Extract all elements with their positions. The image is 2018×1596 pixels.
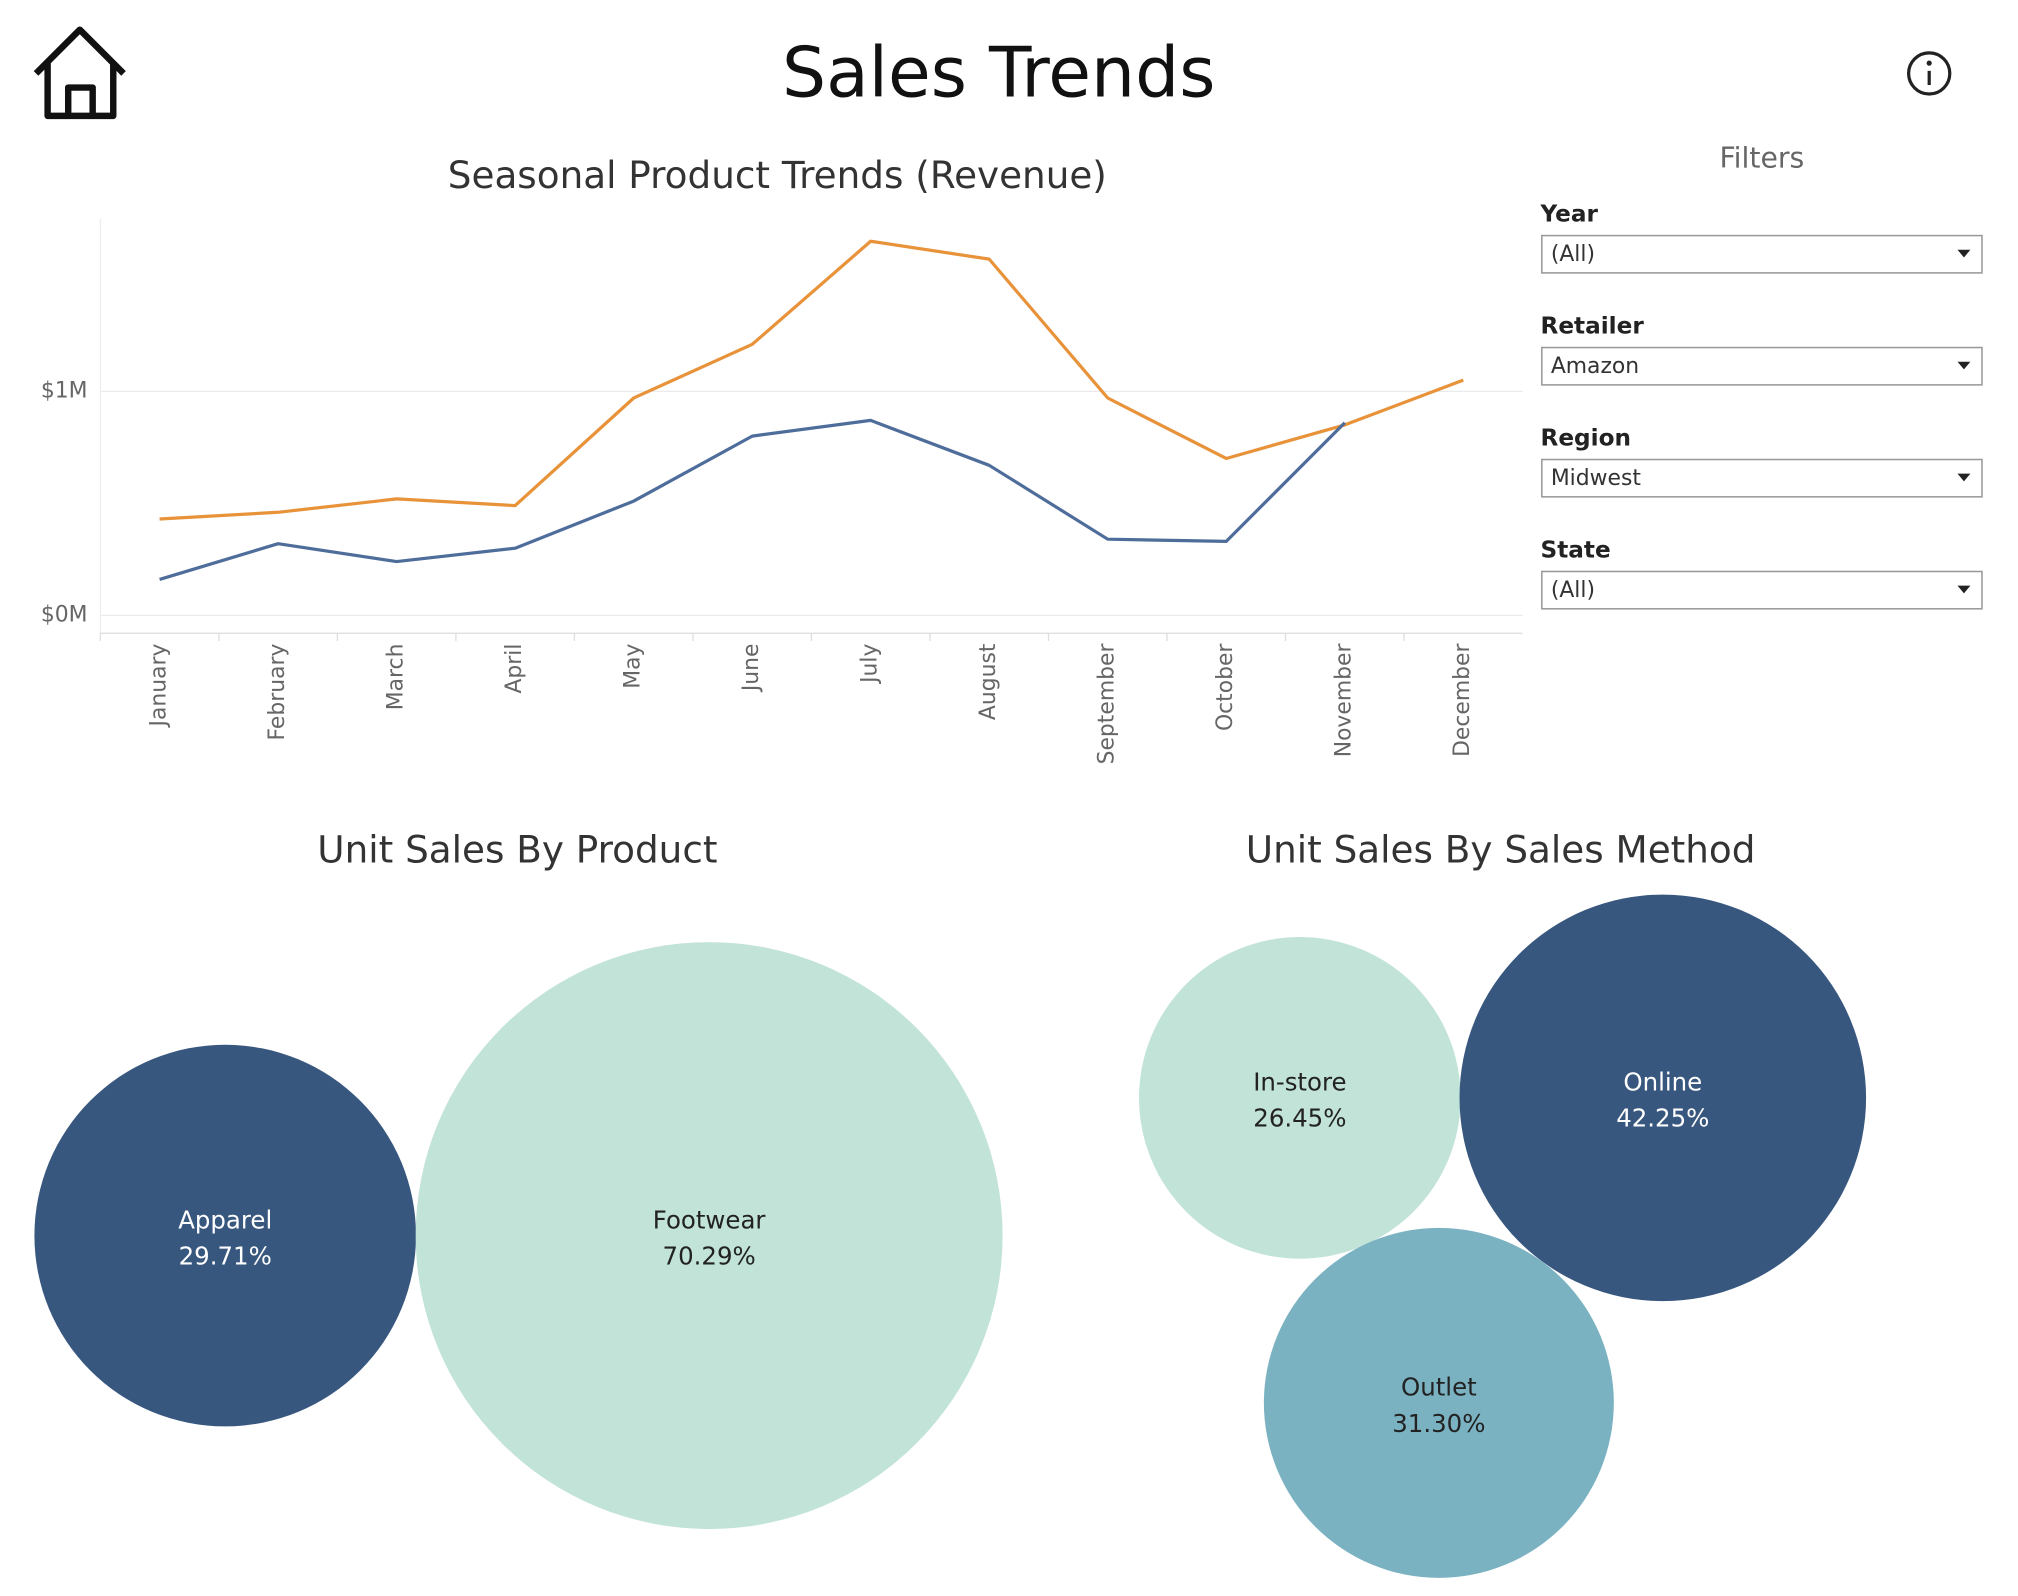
filter-dropdown[interactable]: (All) xyxy=(1541,570,1983,610)
bubble xyxy=(1459,894,1867,1302)
filters-panel: Year (All) Retailer Amazon Region Midwest Stat… xyxy=(1540,201,1983,610)
x-tick-label: September xyxy=(1095,644,1120,765)
page-title: Sales Trends xyxy=(782,32,1215,113)
dropdown-box[interactable] xyxy=(1541,234,1983,274)
x-tick-label: January xyxy=(147,644,172,729)
dropdown-box[interactable] xyxy=(1541,458,1983,498)
bubble-label: Footwear xyxy=(653,1205,767,1234)
bubble xyxy=(415,942,1003,1530)
bubble xyxy=(1263,1227,1614,1578)
dropdown-box[interactable] xyxy=(1541,346,1983,386)
home-button[interactable] xyxy=(33,26,126,120)
bubble-label: Apparel xyxy=(178,1205,272,1234)
filter-label: State xyxy=(1541,537,1611,563)
chart-title: Unit Sales By Sales Method xyxy=(1246,828,1756,872)
dropdown-box[interactable] xyxy=(1541,570,1983,610)
bubble-label: In-store xyxy=(1253,1068,1346,1097)
bubble-value-label: 26.45% xyxy=(1253,1104,1346,1133)
filter-dropdown[interactable]: (All) xyxy=(1541,234,1983,274)
filter-label: Year xyxy=(1540,201,1599,227)
dropdown-arrow xyxy=(1957,585,1971,594)
dropdown-arrow xyxy=(1957,361,1971,370)
bubble-chart: Unit Sales By Sales Method In-store 26.45%… xyxy=(1139,828,1867,1578)
bubble-value-label: 42.25% xyxy=(1616,1104,1709,1133)
bubble xyxy=(1139,937,1461,1259)
dropdown-value: (All) xyxy=(1551,578,1595,603)
bubble-label: Online xyxy=(1623,1068,1702,1097)
dropdown-arrow xyxy=(1957,249,1971,258)
bubble-value-label: 29.71% xyxy=(179,1241,272,1270)
bubble-label: Outlet xyxy=(1401,1373,1477,1402)
x-tick-label: August xyxy=(976,643,1001,720)
x-tick-label: April xyxy=(502,644,527,694)
x-tick-label: May xyxy=(621,644,646,689)
bubble-value-label: 70.29% xyxy=(663,1241,756,1270)
bubble-value-label: 31.30% xyxy=(1392,1409,1485,1438)
x-tick-label: June xyxy=(739,644,764,694)
x-tick-label: February xyxy=(265,644,290,741)
filters-title: Filters xyxy=(1719,142,1804,175)
x-tick-label: March xyxy=(384,644,409,711)
y-tick-label: $1M xyxy=(41,378,88,403)
dropdown-value: Midwest xyxy=(1551,466,1642,491)
filter-dropdown[interactable]: Amazon xyxy=(1541,346,1983,386)
bubble-chart: Unit Sales By Product Apparel 29.71% Footwe… xyxy=(34,828,1003,1530)
charts: Seasonal Product Trends (Revenue) $0M $1M J… xyxy=(34,153,1867,1578)
line-chart: Seasonal Product Trends (Revenue) $0M $1M J… xyxy=(41,153,1523,764)
line-series xyxy=(159,239,1464,521)
y-tick-label: $0M xyxy=(41,602,88,627)
info-icon[interactable] xyxy=(1906,51,1952,96)
x-tick-label: December xyxy=(1450,644,1475,757)
chart-title: Seasonal Product Trends (Revenue) xyxy=(448,153,1107,197)
chart-title: Unit Sales By Product xyxy=(317,828,717,872)
dropdown-arrow xyxy=(1957,473,1971,482)
x-tick-label: November xyxy=(1332,644,1357,758)
x-tick-label: July xyxy=(858,643,883,684)
bubble xyxy=(34,1044,417,1427)
line-series xyxy=(159,418,1346,582)
filter-label: Retailer xyxy=(1541,313,1645,339)
filter-label: Region xyxy=(1541,425,1631,451)
home-icon[interactable] xyxy=(33,26,126,120)
filter-dropdown[interactable]: Midwest xyxy=(1541,458,1983,498)
dropdown-value: Amazon xyxy=(1551,354,1639,379)
dropdown-value: (All) xyxy=(1551,242,1595,267)
info-button[interactable] xyxy=(1906,51,1952,96)
info-dot xyxy=(1926,60,1932,66)
x-tick-label: October xyxy=(1213,644,1238,731)
